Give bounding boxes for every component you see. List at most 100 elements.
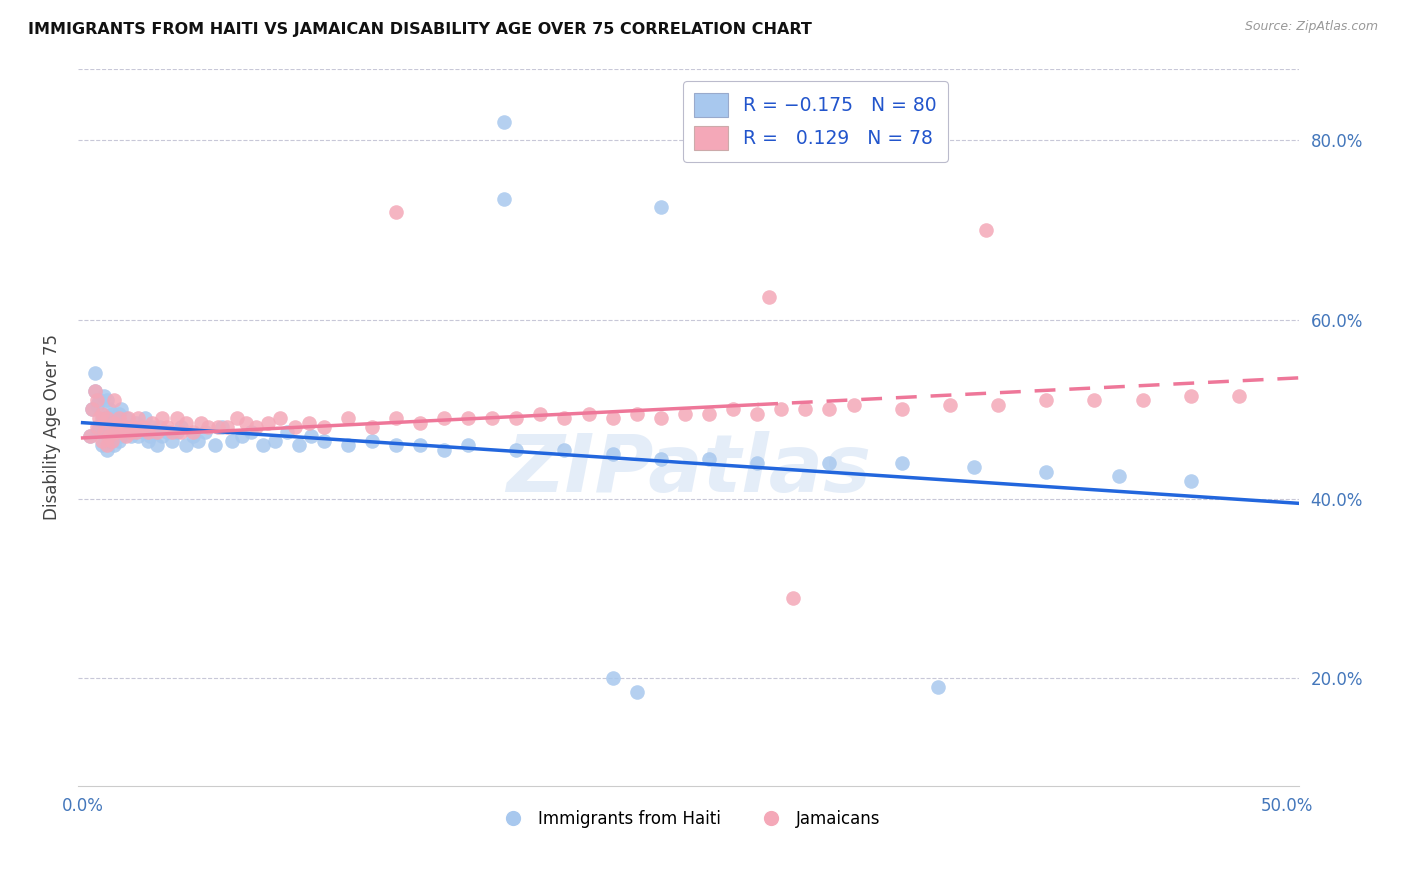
Point [136, 434, 159, 448]
Point [150, 429, 173, 443]
Point [225, 411, 247, 425]
Point [166, 411, 188, 425]
Point [842, 398, 865, 412]
Text: IMMIGRANTS FROM HAITI VS JAMAICAN DISABILITY AGE OVER 75 CORRELATION CHART: IMMIGRANTS FROM HAITI VS JAMAICAN DISABI… [28, 22, 813, 37]
Point [103, 411, 125, 425]
Point [650, 201, 672, 215]
Point [105, 420, 128, 434]
Point [505, 442, 527, 457]
Point [747, 407, 769, 421]
Point [963, 460, 986, 475]
Point [90, 438, 112, 452]
Point [143, 425, 166, 439]
Point [120, 425, 142, 439]
Point [86, 420, 108, 434]
Point [626, 407, 648, 421]
Point [231, 429, 253, 443]
Point [288, 438, 311, 452]
Point [83, 384, 105, 399]
Point [107, 411, 129, 425]
Point [183, 429, 205, 443]
Point [96, 411, 118, 425]
Point [86, 425, 108, 439]
Point [747, 456, 769, 470]
Point [360, 434, 382, 448]
Point [83, 384, 105, 399]
Point [150, 411, 173, 425]
Point [96, 442, 118, 457]
Point [927, 680, 949, 694]
Point [134, 411, 156, 425]
Point [93, 425, 115, 439]
Point [673, 407, 696, 421]
Point [136, 425, 159, 439]
Point [602, 411, 624, 425]
Point [409, 438, 432, 452]
Point [758, 290, 780, 304]
Point [124, 416, 146, 430]
Point [112, 425, 135, 439]
Point [211, 420, 233, 434]
Point [721, 402, 744, 417]
Point [110, 429, 132, 443]
Point [257, 416, 280, 430]
Point [204, 438, 226, 452]
Point [82, 402, 104, 417]
Point [96, 416, 118, 430]
Point [110, 425, 132, 439]
Point [794, 402, 817, 417]
Point [235, 416, 257, 430]
Point [103, 438, 125, 452]
Point [110, 402, 132, 417]
Point [187, 434, 209, 448]
Point [149, 420, 172, 434]
Point [146, 425, 169, 439]
Point [86, 398, 108, 412]
Point [650, 411, 672, 425]
Point [89, 393, 111, 408]
Point [987, 398, 1010, 412]
Point [276, 425, 298, 439]
Point [602, 447, 624, 461]
Point [602, 671, 624, 685]
Point [117, 420, 139, 434]
Point [207, 420, 229, 434]
Point [221, 434, 243, 448]
Point [626, 684, 648, 698]
Point [96, 438, 118, 452]
Point [122, 425, 145, 439]
Point [141, 416, 163, 430]
Point [115, 429, 138, 443]
Point [103, 393, 125, 408]
Point [190, 416, 212, 430]
Point [890, 402, 912, 417]
Legend: Immigrants from Haiti, Jamaicans: Immigrants from Haiti, Jamaicans [489, 804, 887, 835]
Point [170, 425, 193, 439]
Point [90, 411, 112, 425]
Point [141, 420, 163, 434]
Point [174, 438, 197, 452]
Point [1180, 474, 1202, 488]
Point [98, 429, 121, 443]
Point [433, 442, 456, 457]
Point [98, 402, 121, 417]
Point [183, 425, 205, 439]
Point [156, 420, 179, 434]
Point [1035, 393, 1057, 408]
Point [105, 425, 128, 439]
Point [1132, 393, 1154, 408]
Point [457, 411, 479, 425]
Point [115, 411, 138, 425]
Point [650, 451, 672, 466]
Point [146, 438, 169, 452]
Point [122, 420, 145, 434]
Point [100, 407, 122, 421]
Point [818, 456, 841, 470]
Point [433, 411, 456, 425]
Point [197, 420, 219, 434]
Point [100, 434, 122, 448]
Point [1035, 465, 1057, 479]
Point [1083, 393, 1105, 408]
Point [360, 420, 382, 434]
Text: Source: ZipAtlas.com: Source: ZipAtlas.com [1244, 20, 1378, 33]
